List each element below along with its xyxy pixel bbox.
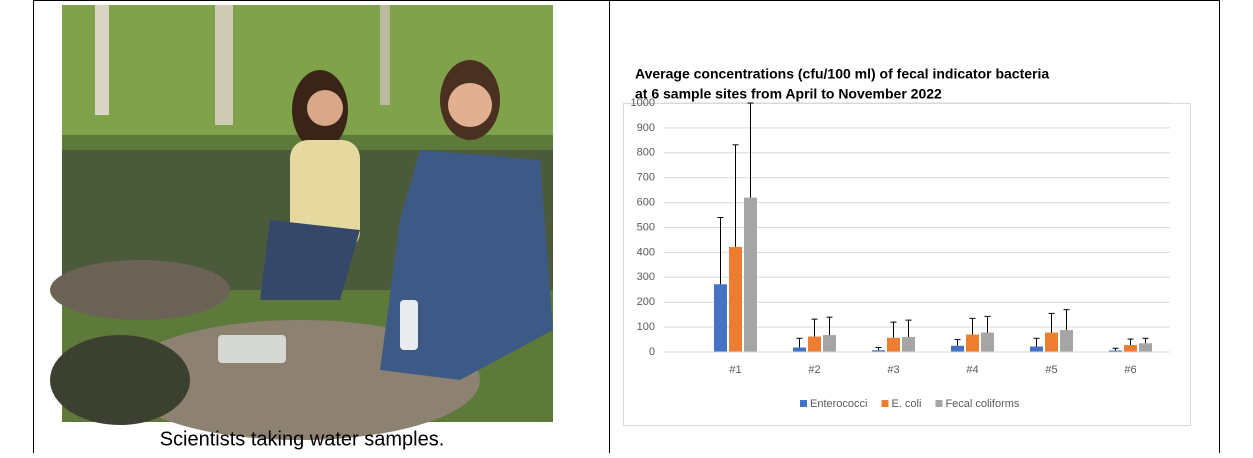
page: {"caption": "Scientists taking water sam… xyxy=(0,0,1253,453)
bar xyxy=(902,337,915,352)
y-tick-label: 1000 xyxy=(631,97,655,109)
document: Scientists taking water samples. Average… xyxy=(0,0,1253,453)
bar xyxy=(1045,333,1058,352)
bar xyxy=(966,335,979,352)
bar xyxy=(714,284,727,352)
x-tick-label: #2 xyxy=(808,364,820,376)
y-tick-label: 0 xyxy=(649,346,655,358)
legend-swatch xyxy=(935,400,942,407)
y-tick-label: 300 xyxy=(637,271,655,283)
bar xyxy=(1139,343,1152,352)
bar xyxy=(951,346,964,352)
x-tick-label: #4 xyxy=(966,364,978,376)
bar xyxy=(1060,330,1073,352)
x-tick-label: #6 xyxy=(1124,364,1136,376)
y-tick-label: 600 xyxy=(637,197,655,209)
chart-frame xyxy=(624,104,1191,426)
x-tick-label: #1 xyxy=(729,364,741,376)
legend-swatch xyxy=(800,400,807,407)
legend-label: Fecal coliforms xyxy=(945,398,1019,410)
bar xyxy=(808,337,821,352)
bar xyxy=(981,333,994,352)
y-tick-label: 500 xyxy=(637,221,655,233)
x-tick-label: #3 xyxy=(887,364,899,376)
bar xyxy=(1124,345,1137,352)
bar xyxy=(729,247,742,352)
legend-swatch xyxy=(881,400,888,407)
bar xyxy=(1030,347,1043,352)
chart-title: at 6 sample sites from April to November… xyxy=(635,86,942,102)
chart-title: Average concentrations (cfu/100 ml) of f… xyxy=(635,66,1049,82)
bar xyxy=(744,198,757,352)
x-tick-label: #5 xyxy=(1045,364,1057,376)
y-tick-label: 200 xyxy=(637,296,655,308)
y-tick-label: 800 xyxy=(637,147,655,159)
legend-label: Enterococci xyxy=(810,398,867,410)
legend-label: E. coli xyxy=(891,398,921,410)
y-tick-label: 400 xyxy=(637,246,655,258)
y-tick-label: 100 xyxy=(637,321,655,333)
photo xyxy=(50,5,553,440)
caption: Scientists taking water samples. xyxy=(160,428,445,450)
y-tick-label: 900 xyxy=(637,122,655,134)
bar xyxy=(823,335,836,352)
bar xyxy=(887,338,900,352)
y-tick-label: 700 xyxy=(637,172,655,184)
bar xyxy=(793,348,806,352)
